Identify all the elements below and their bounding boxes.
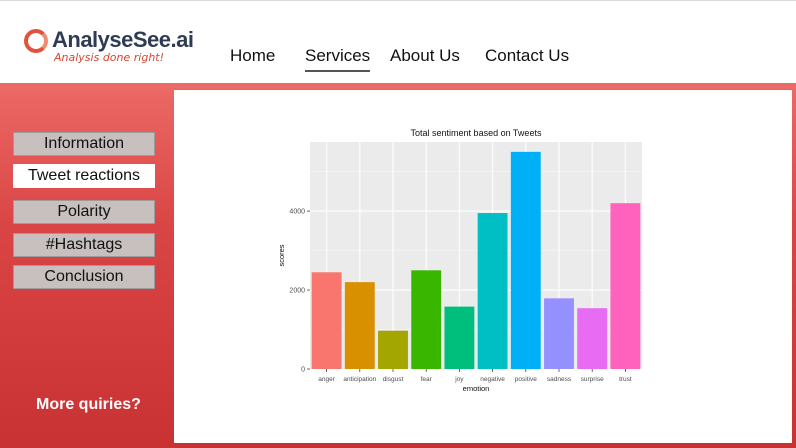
bar-positive — [510, 151, 541, 369]
bar-joy — [444, 306, 475, 369]
header: AnalyseSee.ai Analysis done right! Home … — [0, 1, 796, 83]
logo[interactable]: AnalyseSee.ai Analysis done right! — [24, 27, 194, 71]
more-queries-link[interactable]: More quiries? — [36, 396, 141, 413]
x-tick-label-negative: negative — [480, 376, 505, 383]
chart-title: Total sentiment based on Tweets — [411, 128, 542, 138]
nav-about-us[interactable]: About Us — [390, 46, 460, 65]
y-tick-label: 2000 — [289, 288, 305, 295]
x-tick-label-surprise: surprise — [581, 376, 605, 383]
x-tick-label-sadness: sadness — [547, 376, 572, 383]
y-tick-label: 0 — [301, 367, 305, 374]
bar-disgust — [378, 330, 408, 369]
logo-name: AnalyseSee.ai — [52, 27, 194, 52]
x-tick-label-disgust: disgust — [383, 376, 404, 383]
bar-anger — [311, 272, 342, 369]
content-panel: 0 2000 4000 anger anticipation disgust fear joy… — [174, 90, 792, 443]
bar-sadness — [544, 298, 574, 369]
x-tick-label-joy: joy — [454, 376, 464, 383]
y-tick-label: 4000 — [289, 209, 305, 216]
x-tick-label-positive: positive — [515, 376, 537, 383]
sidebar-item-information[interactable]: Information — [13, 132, 155, 156]
x-tick-label-fear: fear — [421, 376, 433, 383]
logo-tagline: Analysis done right! — [54, 51, 165, 64]
x-tick-label-trust: trust — [619, 376, 632, 383]
bar-fear — [411, 270, 442, 369]
top-border — [0, 0, 796, 1]
sidebar-item-conclusion[interactable]: Conclusion — [13, 265, 155, 289]
y-axis-label: scores — [277, 244, 286, 266]
bar-anticipation — [344, 282, 375, 369]
x-axis-label: emotion — [463, 384, 490, 393]
logo-ring-icon — [24, 29, 48, 53]
sidebar-item-tweet-reactions[interactable]: Tweet reactions — [13, 164, 155, 188]
bar-surprise — [577, 308, 608, 369]
sentiment-bar-chart: 0 2000 4000 anger anticipation disgust fear joy… — [277, 128, 642, 393]
x-tick-label-anger: anger — [318, 376, 335, 383]
bar-trust — [610, 203, 641, 369]
bar-negative — [477, 213, 508, 369]
x-tick-label-anticipation: anticipation — [343, 376, 376, 383]
nav-home[interactable]: Home — [230, 46, 276, 65]
nav-contact-us[interactable]: Contact Us — [485, 46, 570, 65]
sidebar-item-polarity[interactable]: Polarity — [13, 200, 155, 224]
sidebar-item-hashtags[interactable]: #Hashtags — [13, 233, 155, 257]
nav-services[interactable]: Services — [305, 46, 371, 72]
